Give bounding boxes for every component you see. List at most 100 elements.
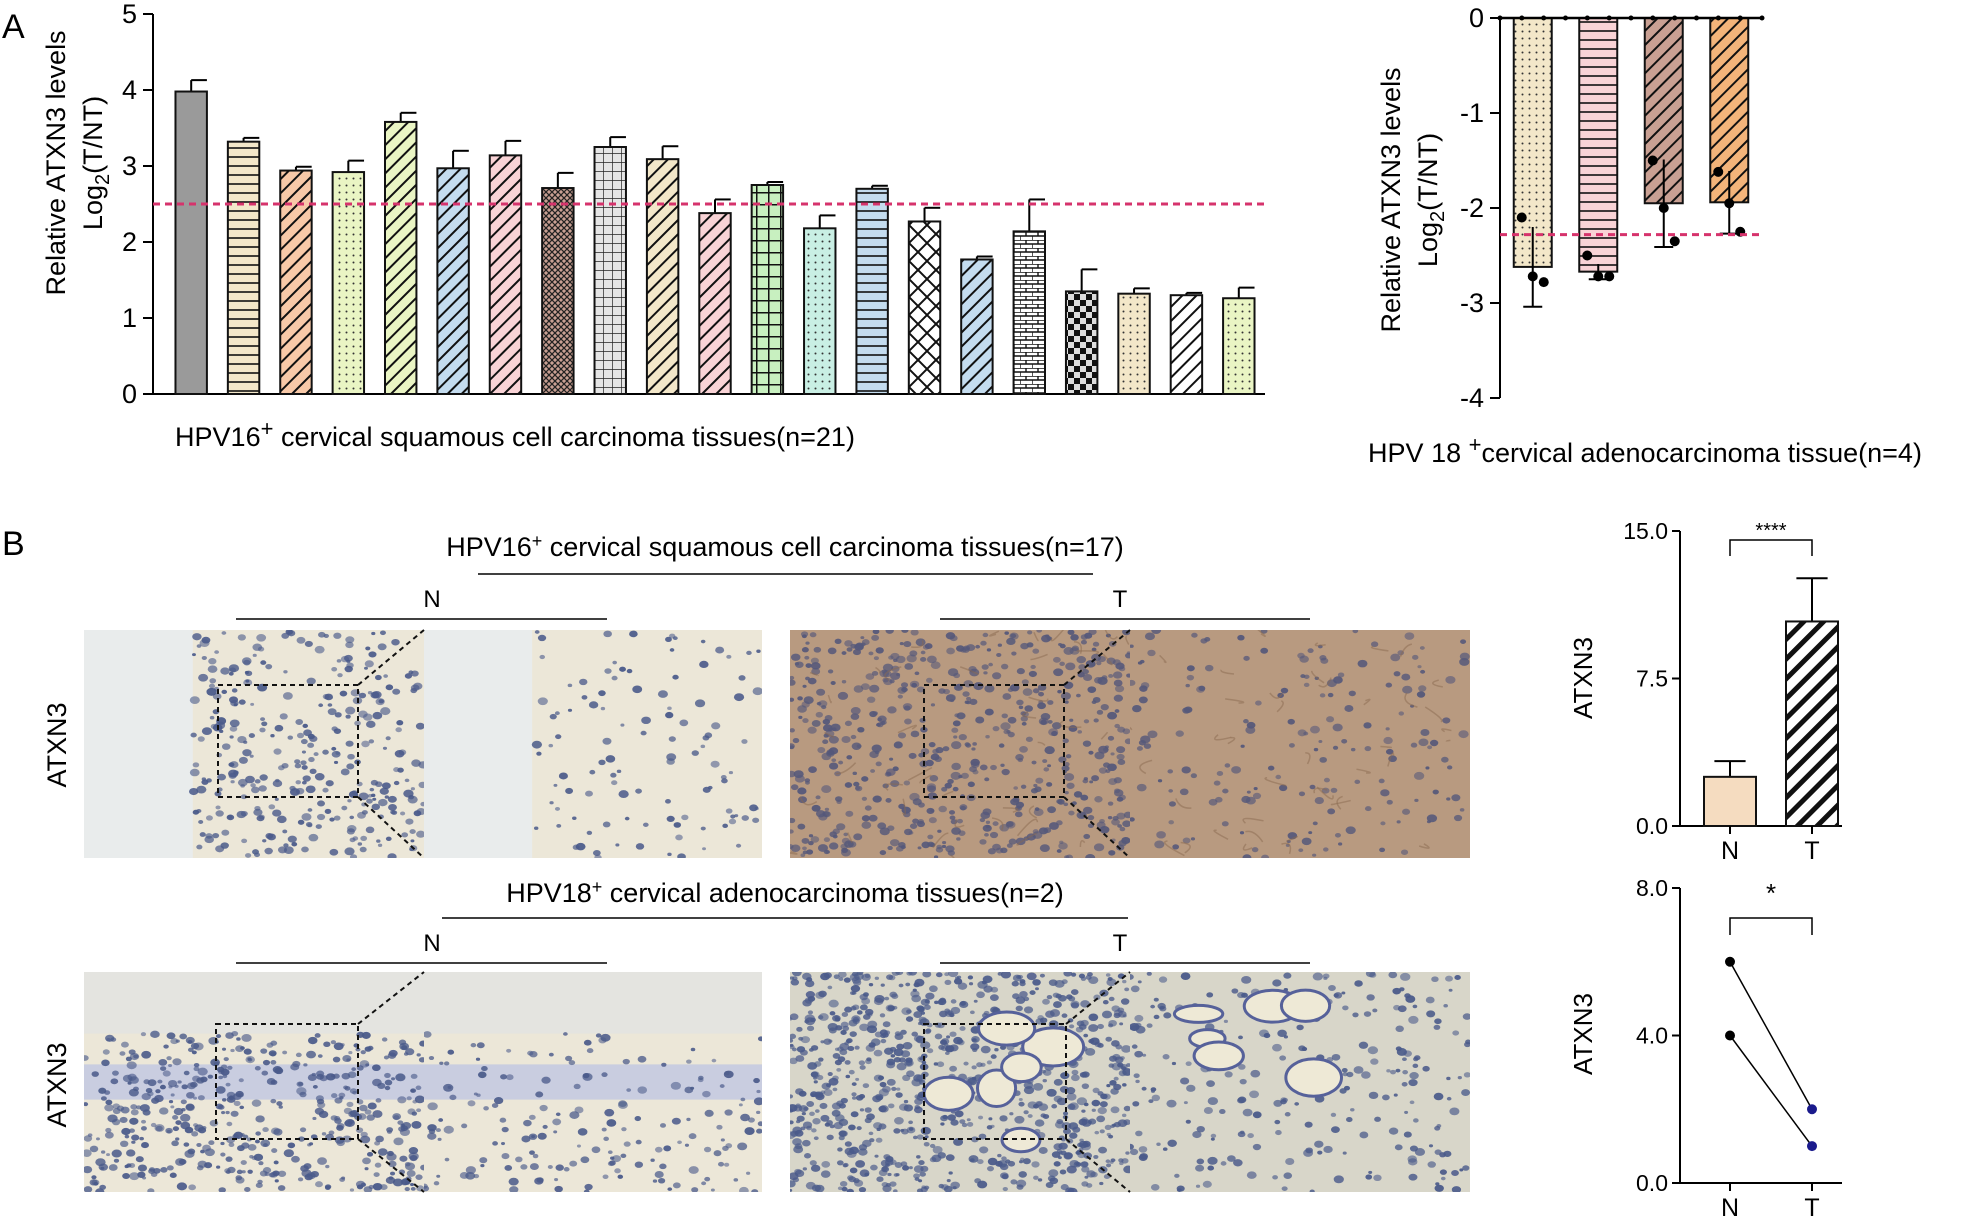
micro-r1-t-overview-nucleus bbox=[847, 841, 857, 848]
micro-r1-t-overview-nucleus bbox=[944, 782, 953, 789]
micro-r2-n-zoom-nucleus bbox=[671, 1117, 681, 1125]
micro-r2-t-overview-nucleus bbox=[834, 1059, 842, 1066]
micro-r2-t-overview-nucleus bbox=[1120, 998, 1130, 1005]
micro-r2-n-overview-nucleus bbox=[368, 1184, 375, 1190]
micro-r2-t-overview-nucleus bbox=[911, 994, 922, 1003]
micro-r2-t-zoom-nucleus bbox=[1333, 1175, 1344, 1184]
micro-r2-n-overview-nucleus bbox=[112, 1070, 119, 1076]
row1-row-label: ATXN3 bbox=[42, 702, 72, 787]
micro-r2-t-zoom-nucleus bbox=[1150, 1087, 1157, 1092]
chart-a-right-ylabel-line1: Relative ATXN3 levels bbox=[1376, 67, 1406, 332]
micro-r1-t-overview-nucleus bbox=[969, 698, 978, 705]
micro-r1-t-overview-nucleus bbox=[947, 668, 959, 677]
micro-r2-t-overview-nucleus bbox=[1092, 1087, 1100, 1094]
micro-r1-t-overview-nucleus bbox=[1070, 634, 1079, 641]
micro-r1-n-overview-nucleus bbox=[329, 817, 335, 822]
micro-r1-t-overview-nucleus bbox=[802, 684, 807, 688]
micro-r2-n-overview-nucleus bbox=[168, 1085, 173, 1089]
micro-r1-n-zoom-nucleus bbox=[665, 799, 671, 804]
micro-r1-n-overview-nucleus bbox=[233, 703, 238, 707]
micro-r1-t-overview-nucleus bbox=[802, 850, 808, 855]
chart-b-top: ATXN3 0.07.515.0N T**** bbox=[1568, 518, 1842, 865]
micro-r1-t-zoom-nucleus bbox=[1215, 796, 1223, 803]
micro-r2-t-overview-nucleus bbox=[891, 1086, 897, 1091]
micro-r2-t-zoom-nucleus bbox=[1241, 975, 1252, 984]
micro-r1-n-zoom-nucleus bbox=[626, 668, 633, 674]
micro-r1-t-overview-nucleus bbox=[825, 850, 831, 854]
micro-r1-t-overview-nucleus bbox=[898, 803, 906, 810]
micro-r1-t-overview-nucleus bbox=[869, 711, 878, 718]
micro-r1-t-overview-nucleus bbox=[1007, 716, 1017, 724]
micro-r2-n-zoom-nucleus bbox=[604, 1108, 615, 1117]
micro-r1-t-zoom-stroma bbox=[1316, 786, 1334, 800]
micro-r2-t-overview-nucleus bbox=[868, 1131, 874, 1136]
micro-r1-t-overview-nucleus bbox=[930, 809, 935, 813]
micro-r2-n-overview-nucleus bbox=[355, 1047, 361, 1052]
micro-r1-n-overview-nucleus bbox=[190, 732, 197, 738]
micro-r1-t-zoom-stroma bbox=[1305, 752, 1311, 765]
micro-r1-t-overview-nucleus bbox=[857, 726, 865, 733]
micro-r1-t-zoom-nucleus bbox=[1243, 655, 1250, 661]
micro-r1-t-overview-nucleus bbox=[903, 705, 911, 711]
micro-r2-n-overview-nucleus bbox=[259, 1170, 268, 1177]
micro-r2-t-overview-nucleus bbox=[1016, 1179, 1027, 1188]
micro-r1-n-overview-nucleus bbox=[281, 763, 289, 769]
micro-r1-t-zoom-nucleus bbox=[1418, 738, 1429, 747]
micro-r1-t-overview-nucleus bbox=[1096, 661, 1102, 666]
micro-r2-t-overview-nucleus bbox=[1002, 1186, 1008, 1192]
micro-r2-n-overview-nucleus bbox=[364, 1109, 372, 1115]
micro-r2-t-zoom-nucleus bbox=[1395, 1068, 1401, 1073]
micro-r2-t-zoom-nucleus bbox=[1294, 1102, 1300, 1106]
micro-r1-t-overview-nucleus bbox=[883, 678, 893, 686]
micro-r2-t-overview-nucleus bbox=[946, 1179, 951, 1183]
micro-r2-n-overview-nucleus bbox=[196, 1077, 205, 1084]
micro-r2-n-overview-nucleus bbox=[220, 1152, 226, 1157]
micro-r1-t-overview-nucleus bbox=[871, 744, 882, 753]
micro-r2-n-overview-nucleus bbox=[307, 1074, 317, 1082]
micro-r1-n-overview-nucleus bbox=[248, 733, 256, 738]
micro-r1-t-overview-nucleus bbox=[1080, 639, 1087, 645]
micro-r1-n-overview-nucleus bbox=[365, 826, 375, 834]
micro-r2-t-zoom-nucleus bbox=[1274, 1119, 1281, 1125]
micro-r1-t-overview-nucleus bbox=[804, 655, 810, 660]
micro-r2-n-overview-nucleus bbox=[336, 1124, 344, 1131]
micro-r1-n-overview-nucleus bbox=[305, 821, 313, 827]
micro-r2-t-overview-nucleus bbox=[1105, 1163, 1112, 1168]
micro-r2-t-overview-nucleus bbox=[832, 1087, 838, 1092]
a-left-bar-pattern bbox=[594, 147, 626, 394]
micro-r2-t-overview-nucleus bbox=[852, 1018, 860, 1025]
chart-a-right-xlabel: HPV 18 +cervical adenocarcinoma tissue(n… bbox=[1368, 432, 1922, 468]
micro-r2-t-overview-nucleus bbox=[812, 1118, 821, 1125]
micro-r2-n-zoom-nucleus bbox=[702, 1090, 711, 1098]
micro-r1-n-overview-nucleus bbox=[189, 768, 200, 777]
micro-r2-n-overview-nucleus bbox=[403, 1052, 409, 1056]
micro-r2-t-overview-nucleus bbox=[995, 1160, 1003, 1167]
micro-r2-n-overview-nucleus bbox=[274, 1067, 284, 1075]
micro-r2-n-overview-nucleus bbox=[155, 1089, 161, 1094]
micro-r2-t-overview-nucleus bbox=[874, 994, 885, 1003]
micro-r2-n-zoom-nucleus bbox=[521, 1135, 531, 1143]
micro-r1-n-zoom-nucleus bbox=[579, 678, 588, 686]
micro-r2-t-overview-nucleus bbox=[1122, 1083, 1127, 1087]
micro-r1-t-overview-nucleus bbox=[808, 766, 817, 773]
micro-r1-n-overview-nucleus bbox=[358, 692, 367, 699]
micro-r2-t-overview-nucleus bbox=[1051, 1151, 1061, 1158]
micro-r1-n-zoom-nucleus bbox=[665, 711, 674, 719]
a-left-bar-pattern bbox=[332, 172, 365, 394]
micro-r1-t-overview-nucleus bbox=[1096, 821, 1106, 829]
micro-r2-n-zoom-nucleus bbox=[480, 1164, 485, 1168]
micro-r2-t-overview-nucleus bbox=[918, 1179, 923, 1183]
chart-a-right-ylabel-line2: Log2(T/NT) bbox=[1413, 133, 1449, 267]
micro-r1-t-zoom-nucleus bbox=[1237, 634, 1245, 641]
micro-r1-t-overview-nucleus bbox=[830, 681, 836, 686]
micro-r2-t-overview-nucleus bbox=[979, 1146, 989, 1154]
chart-a-left: Relative ATXN3 levels Log2(T/NT) HPV16+ … bbox=[41, 0, 1265, 452]
micro-r2-t-zoom-nucleus bbox=[1210, 1133, 1217, 1138]
micro-r1-t-overview-nucleus bbox=[873, 656, 879, 661]
micro-r2-n-overview-nucleus bbox=[299, 1127, 307, 1133]
micro-r2-t-overview-nucleus bbox=[1098, 1146, 1108, 1154]
a-right-ytick-label: -3 bbox=[1460, 288, 1484, 318]
micro-r1-n-zoom-nucleus bbox=[699, 660, 709, 669]
micro-r1-n-overview-nucleus bbox=[242, 749, 252, 757]
micro-r1-t-overview-nucleus bbox=[1002, 693, 1012, 700]
